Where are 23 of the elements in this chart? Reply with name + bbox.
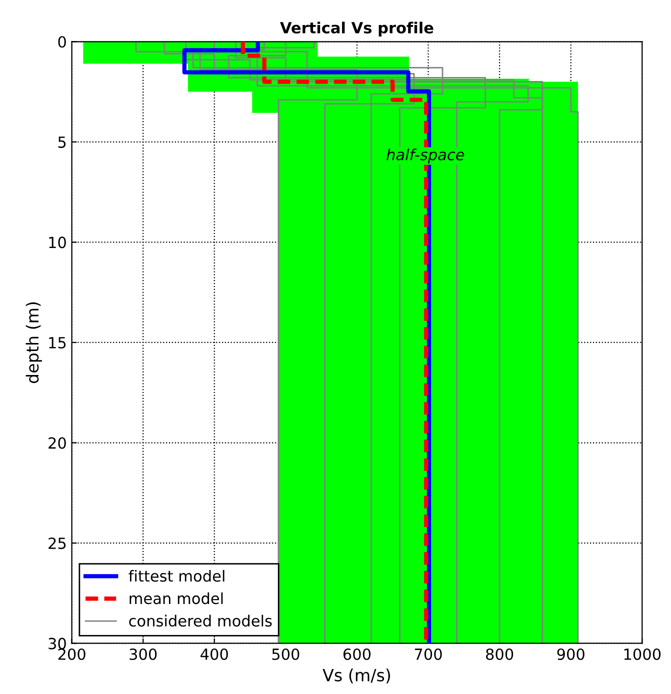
x-tick-label: 600 xyxy=(343,648,371,660)
x-tick-label: 400 xyxy=(200,648,228,660)
annotation: half-space xyxy=(386,148,464,164)
x-tick-label: 500 xyxy=(272,648,300,660)
y-tick-label: 20 xyxy=(48,437,66,449)
x-tick-label: 200 xyxy=(58,648,86,660)
x-tick-label: 900 xyxy=(557,648,584,660)
y-tick-label: 15 xyxy=(49,337,66,349)
x-axis-title: Vs (m/s) xyxy=(322,668,390,684)
x-tick-label: 800 xyxy=(486,648,514,660)
y-tick-label: 0 xyxy=(58,36,66,48)
y-axis-title: depth (m) xyxy=(26,302,42,384)
legend-label: fittest model xyxy=(128,570,224,582)
chart-title: Vertical Vs profile xyxy=(280,22,434,36)
y-tick-label: 5 xyxy=(58,136,66,148)
x-tick-label: 700 xyxy=(414,648,442,660)
y-tick-label: 25 xyxy=(48,538,66,550)
x-tick-label: 1000 xyxy=(624,648,661,660)
x-tick-label: 300 xyxy=(130,648,157,660)
legend-label: considered models xyxy=(129,614,272,627)
y-tick-label: 30 xyxy=(48,638,66,650)
y-tick-label: 10 xyxy=(49,236,66,248)
legend-label: mean model xyxy=(130,592,223,604)
